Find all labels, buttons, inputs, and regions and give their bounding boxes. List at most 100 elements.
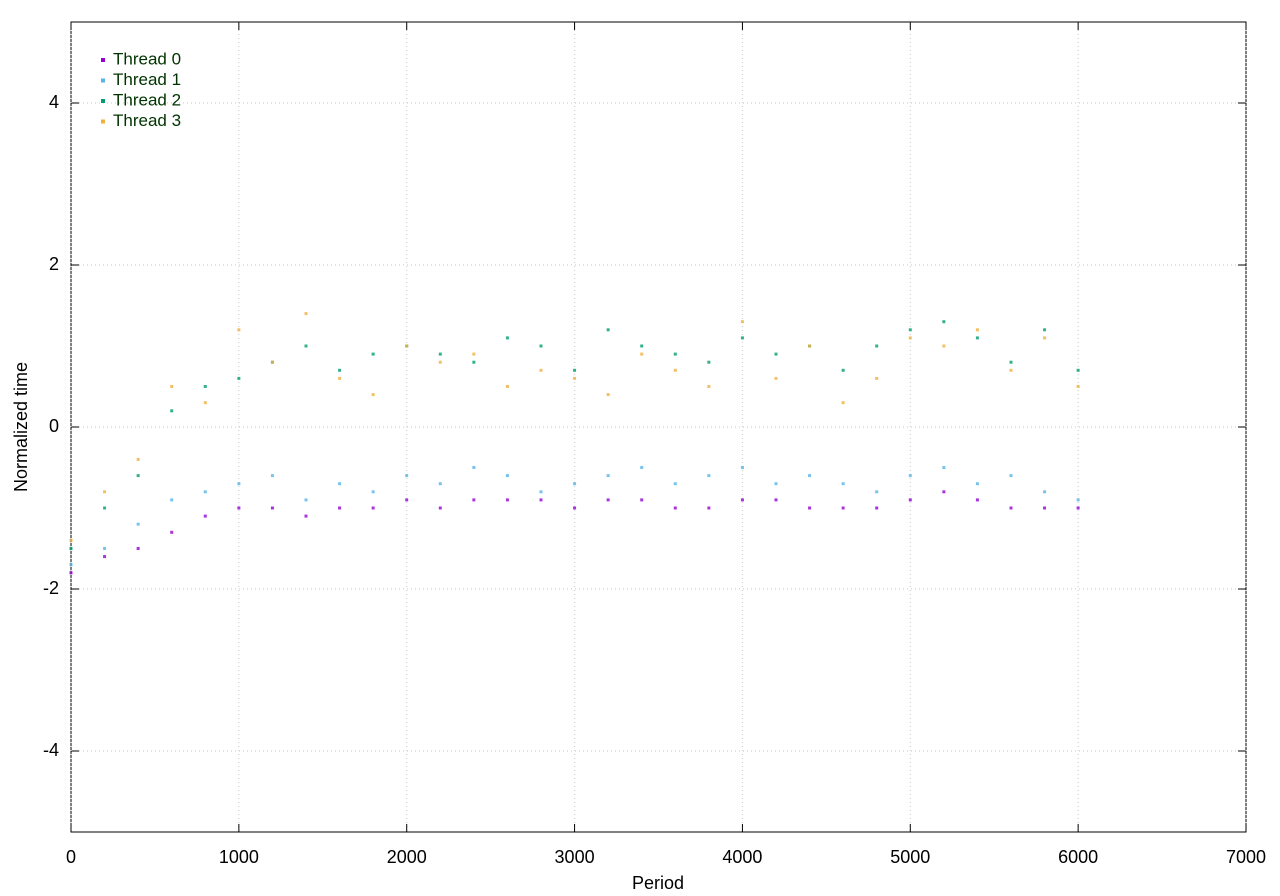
point: [606, 498, 610, 502]
point: [606, 474, 610, 478]
point: [908, 336, 912, 340]
point: [975, 336, 979, 340]
point: [371, 490, 375, 494]
point: [438, 506, 442, 510]
point: [371, 352, 375, 356]
point: [505, 385, 509, 388]
point: [203, 385, 207, 388]
point: [1043, 336, 1047, 340]
point: [975, 498, 979, 502]
point: [774, 498, 778, 502]
point: [539, 344, 543, 348]
point: [942, 320, 946, 324]
point: [371, 506, 375, 510]
point: [170, 385, 174, 388]
point: [203, 490, 207, 494]
point: [1009, 506, 1013, 510]
point: [841, 401, 845, 405]
point: [237, 328, 241, 332]
point: [673, 506, 677, 510]
point: [472, 466, 476, 469]
point: [875, 506, 879, 510]
point: [673, 368, 677, 372]
point: [606, 328, 610, 332]
point: [1076, 498, 1080, 502]
point: [640, 498, 644, 502]
point: [975, 482, 979, 486]
point: [808, 344, 812, 348]
point: [808, 506, 812, 510]
point: [237, 506, 241, 510]
point: [1043, 328, 1047, 332]
legend-label: Thread 0: [113, 49, 181, 68]
point: [707, 474, 711, 478]
point: [304, 498, 308, 502]
point: [1043, 506, 1047, 510]
x-tick-label: 0: [66, 847, 76, 867]
point: [237, 482, 241, 486]
point: [136, 457, 140, 461]
point: [472, 352, 476, 356]
legend-swatch: [101, 119, 105, 124]
legend-label: Thread 2: [113, 90, 181, 109]
point: [942, 490, 946, 494]
point: [1076, 506, 1080, 510]
point: [740, 498, 744, 502]
point: [170, 498, 174, 502]
x-tick-label: 3000: [555, 847, 595, 867]
point: [103, 506, 107, 510]
point: [539, 490, 543, 494]
legend-label: Thread 1: [113, 70, 181, 89]
legend-swatch: [101, 99, 105, 103]
point: [841, 482, 845, 486]
point: [304, 514, 308, 518]
point: [270, 474, 274, 478]
point: [1076, 385, 1080, 388]
y-tick-label: 0: [49, 416, 59, 436]
point: [774, 482, 778, 486]
point: [505, 474, 509, 478]
point: [875, 376, 879, 380]
point: [908, 474, 912, 478]
point: [472, 360, 476, 364]
point: [740, 336, 744, 340]
y-tick-label: 4: [49, 92, 59, 112]
point: [438, 360, 442, 364]
point: [1043, 490, 1047, 494]
point: [338, 506, 342, 510]
legend-swatch: [101, 58, 105, 62]
point: [338, 376, 342, 380]
point: [438, 352, 442, 356]
legend-label: Thread 3: [113, 111, 181, 130]
point: [573, 368, 577, 372]
y-tick-label: -4: [43, 740, 59, 760]
point: [505, 336, 509, 340]
point: [707, 360, 711, 364]
point: [505, 498, 509, 502]
point: [1009, 360, 1013, 364]
point: [774, 376, 778, 380]
point: [673, 352, 677, 356]
x-tick-label: 5000: [890, 847, 930, 867]
point: [908, 328, 912, 332]
point: [304, 344, 308, 348]
point: [69, 538, 73, 542]
point: [170, 409, 174, 413]
point: [573, 482, 577, 486]
point: [136, 547, 140, 550]
point: [740, 320, 744, 324]
point: [908, 498, 912, 502]
x-tick-label: 2000: [387, 847, 427, 867]
x-tick-label: 4000: [722, 847, 762, 867]
point: [69, 571, 73, 575]
point: [1009, 368, 1013, 372]
point: [539, 368, 543, 372]
point: [606, 393, 610, 397]
point: [304, 312, 308, 316]
x-tick-label: 6000: [1058, 847, 1098, 867]
point: [136, 522, 140, 526]
point: [942, 344, 946, 348]
point: [841, 506, 845, 510]
point: [405, 344, 409, 348]
